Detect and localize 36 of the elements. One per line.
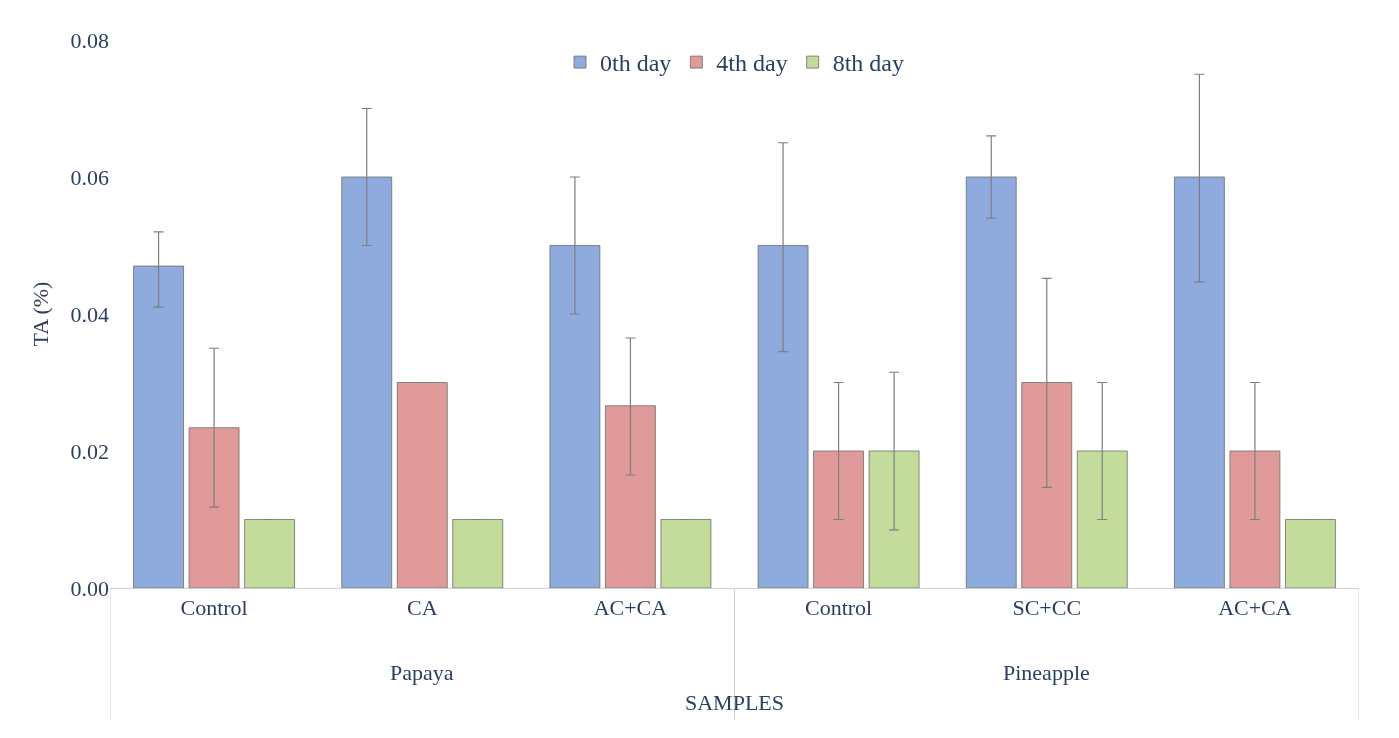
legend-label: 8th day: [832, 50, 904, 77]
y-tick-label: 0.02: [70, 438, 109, 464]
x-tick-label: SC+CC: [1012, 595, 1082, 621]
bar: [1021, 382, 1073, 588]
bar: [452, 519, 504, 588]
bar: [188, 427, 240, 588]
x-tick-label: AC+CA: [593, 595, 668, 621]
bar: [1174, 176, 1225, 588]
bar: [244, 519, 295, 588]
y-tick-label: 0.08: [70, 27, 109, 53]
text: Papaya: [390, 660, 454, 685]
bar: [1285, 519, 1336, 588]
y-tick-label: 0.00: [70, 575, 109, 601]
bar: [605, 405, 656, 588]
bar: [660, 519, 712, 588]
bar: [396, 382, 448, 588]
y-tick-label: 0.06: [70, 164, 109, 190]
x-tick-label: Control: [180, 595, 248, 621]
bar: [1076, 450, 1128, 588]
x-tick-label: AC+CA: [1218, 595, 1292, 621]
x-tick-label: Control: [804, 595, 873, 621]
bar: [868, 450, 920, 588]
bar: [1229, 450, 1281, 588]
x-axis-title: SAMPLES: [684, 690, 785, 716]
bar: [341, 176, 393, 588]
legend-label: 0th day: [600, 50, 672, 77]
x-tick-label: CA: [406, 595, 438, 621]
bar: [757, 245, 809, 588]
y-tick-label: 0.04: [70, 301, 109, 327]
y-axis-title: TA (%): [28, 281, 54, 347]
bar: [133, 265, 184, 588]
bar: [549, 245, 601, 588]
text: Pineapple: [1003, 660, 1090, 685]
legend-label: 4th day: [716, 50, 788, 77]
bar: [813, 450, 864, 588]
bar: [965, 176, 1017, 588]
